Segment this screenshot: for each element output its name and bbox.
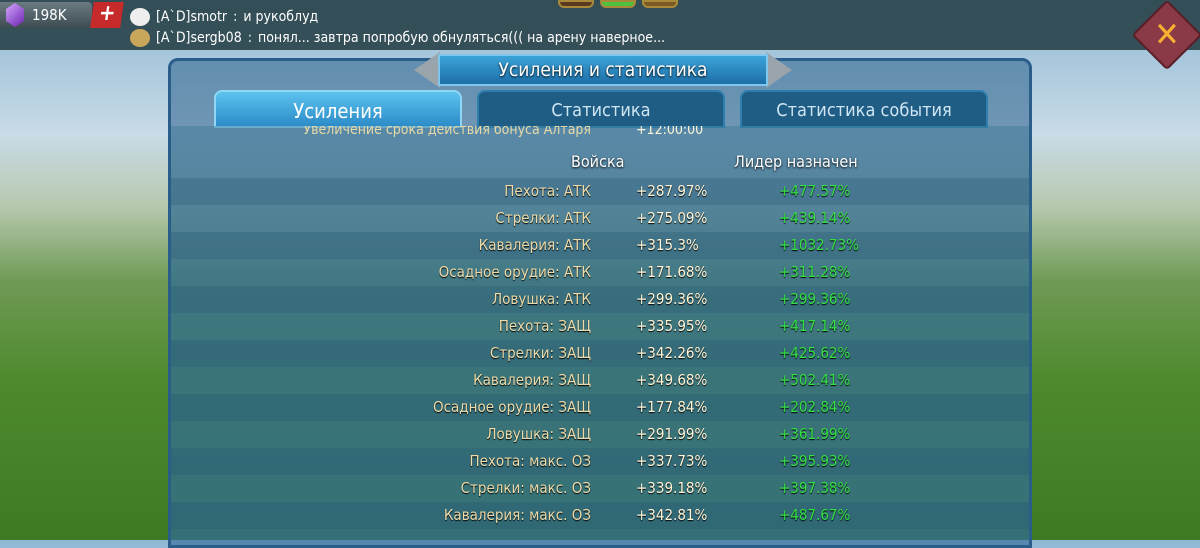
- stats-list[interactable]: Увеличение срока действия бонуса Алтаря …: [171, 126, 1029, 540]
- row-value: +12:00:00: [636, 126, 704, 138]
- stat-label: Стрелки: АТК: [495, 209, 591, 227]
- stat-row: Пехота: макс. ОЗ +337.73% +395.93%: [171, 448, 1029, 475]
- troops-value: +171.68%: [636, 263, 708, 281]
- tab-statistics[interactable]: Статистика: [477, 90, 725, 128]
- stats-panel: [168, 58, 1032, 548]
- troops-value: +315.3%: [636, 236, 699, 254]
- row-label: Увеличение срока действия бонуса Алтаря: [303, 126, 591, 138]
- leader-value: +1032.73%: [779, 236, 859, 254]
- leader-value: +487.67%: [779, 506, 851, 524]
- stat-label: Кавалерия: макс. ОЗ: [443, 506, 591, 524]
- stat-row: Стрелки: ЗАЩ +342.26% +425.62%: [171, 340, 1029, 367]
- stat-row: Осадное орудие: ЗАЩ +177.84% +202.84%: [171, 394, 1029, 421]
- add-gems-button[interactable]: +: [90, 1, 124, 28]
- stat-label: Кавалерия: АТК: [478, 236, 591, 254]
- stat-row: Пехота: АТК +287.97% +477.57%: [171, 178, 1029, 205]
- troops-value: +287.97%: [636, 182, 708, 200]
- stat-label: Ловушка: АТК: [492, 290, 591, 308]
- stat-row: Кавалерия: АТК +315.3% +1032.73%: [171, 232, 1029, 259]
- chat-line[interactable]: [A`D]sergb08 : понял... завтра попробую …: [130, 29, 665, 47]
- chat-bubble-icon: [130, 8, 150, 26]
- leader-value: +477.57%: [779, 182, 851, 200]
- troops-value: +349.68%: [636, 371, 708, 389]
- leader-value: +425.62%: [779, 344, 851, 362]
- column-header-troops: Войска: [571, 152, 625, 171]
- troops-value: +342.26%: [636, 344, 708, 362]
- stat-label: Стрелки: ЗАЩ: [489, 344, 591, 362]
- leader-value: +202.84%: [779, 398, 851, 416]
- leader-value: +397.38%: [779, 479, 851, 497]
- rank-badge-icon: [130, 29, 150, 47]
- troops-value: +275.09%: [636, 209, 708, 227]
- troops-value: +335.95%: [636, 317, 708, 335]
- leader-value: +311.28%: [779, 263, 851, 281]
- stat-label: Ловушка: ЗАЩ: [486, 425, 591, 443]
- tab-boosts[interactable]: Усиления: [214, 90, 462, 128]
- leader-value: +299.36%: [779, 290, 851, 308]
- stat-label: Осадное орудие: ЗАЩ: [433, 398, 591, 416]
- column-header-leader: Лидер назначен: [734, 152, 858, 171]
- stat-row: Пехота: ЗАЩ +335.95% +417.14%: [171, 313, 1029, 340]
- leader-value: +502.41%: [779, 371, 851, 389]
- window-title: Усиления и статистика: [438, 54, 768, 86]
- leader-value: +417.14%: [779, 317, 851, 335]
- stat-row: Кавалерия: макс. ОЗ +342.81% +487.67%: [171, 502, 1029, 529]
- tab-event-statistics[interactable]: Статистика события: [740, 90, 988, 128]
- page-indicator: [558, 0, 678, 8]
- close-icon[interactable]: ✕: [1154, 15, 1180, 55]
- gems-value: 198K: [32, 6, 67, 24]
- stat-label: Стрелки: макс. ОЗ: [460, 479, 591, 497]
- leader-value: +361.99%: [779, 425, 851, 443]
- troops-value: +337.73%: [636, 452, 708, 470]
- stat-label: Пехота: АТК: [504, 182, 591, 200]
- stat-row: Стрелки: АТК +275.09% +439.14%: [171, 205, 1029, 232]
- stat-row: Осадное орудие: АТК +171.68% +311.28%: [171, 259, 1029, 286]
- troops-value: +291.99%: [636, 425, 708, 443]
- chat-line[interactable]: [A`D]smotr : и рукоблуд: [130, 8, 318, 26]
- stat-label: Пехота: макс. ОЗ: [469, 452, 591, 470]
- troops-value: +177.84%: [636, 398, 708, 416]
- stat-label: Кавалерия: ЗАЩ: [473, 371, 591, 389]
- troops-value: +342.81%: [636, 506, 708, 524]
- stat-row: Ловушка: АТК +299.36% +299.36%: [171, 286, 1029, 313]
- arrow-right-icon: [766, 52, 792, 88]
- gems-counter[interactable]: 198K: [0, 2, 92, 28]
- leader-value: +439.14%: [779, 209, 851, 227]
- stat-label: Осадное орудие: АТК: [438, 263, 591, 281]
- troops-value: +299.36%: [636, 290, 708, 308]
- stat-label: Пехота: ЗАЩ: [498, 317, 591, 335]
- arrow-left-icon: [414, 52, 440, 88]
- top-bar: [0, 0, 1200, 50]
- stat-row: Кавалерия: ЗАЩ +349.68% +502.41%: [171, 367, 1029, 394]
- gem-icon: [6, 3, 24, 27]
- stat-row: Ловушка: ЗАЩ +291.99% +361.99%: [171, 421, 1029, 448]
- stat-row: Стрелки: макс. ОЗ +339.18% +397.38%: [171, 475, 1029, 502]
- troops-value: +339.18%: [636, 479, 708, 497]
- leader-value: +395.93%: [779, 452, 851, 470]
